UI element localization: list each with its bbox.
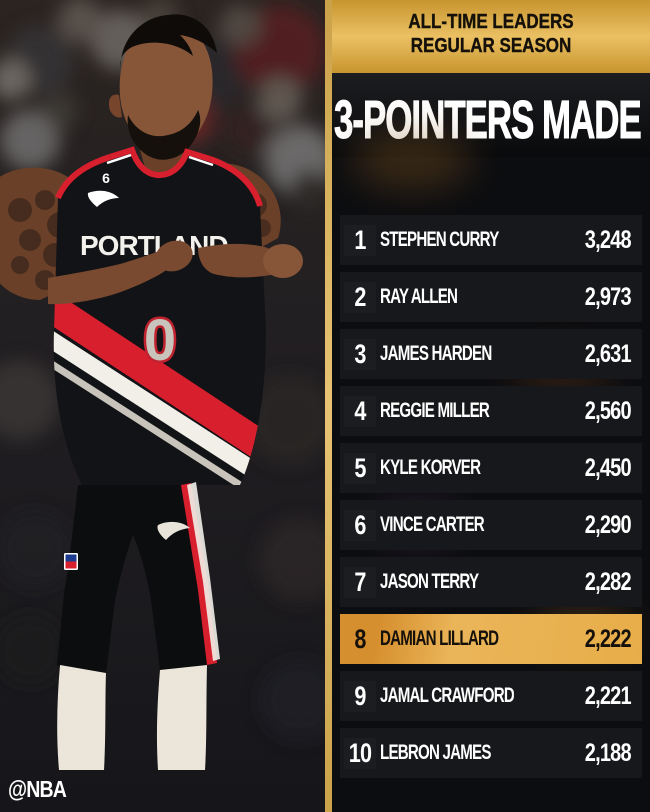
svg-text:@NBA: @NBA bbox=[8, 777, 66, 803]
svg-text:0: 0 bbox=[144, 308, 176, 373]
svg-text:6: 6 bbox=[102, 170, 110, 186]
